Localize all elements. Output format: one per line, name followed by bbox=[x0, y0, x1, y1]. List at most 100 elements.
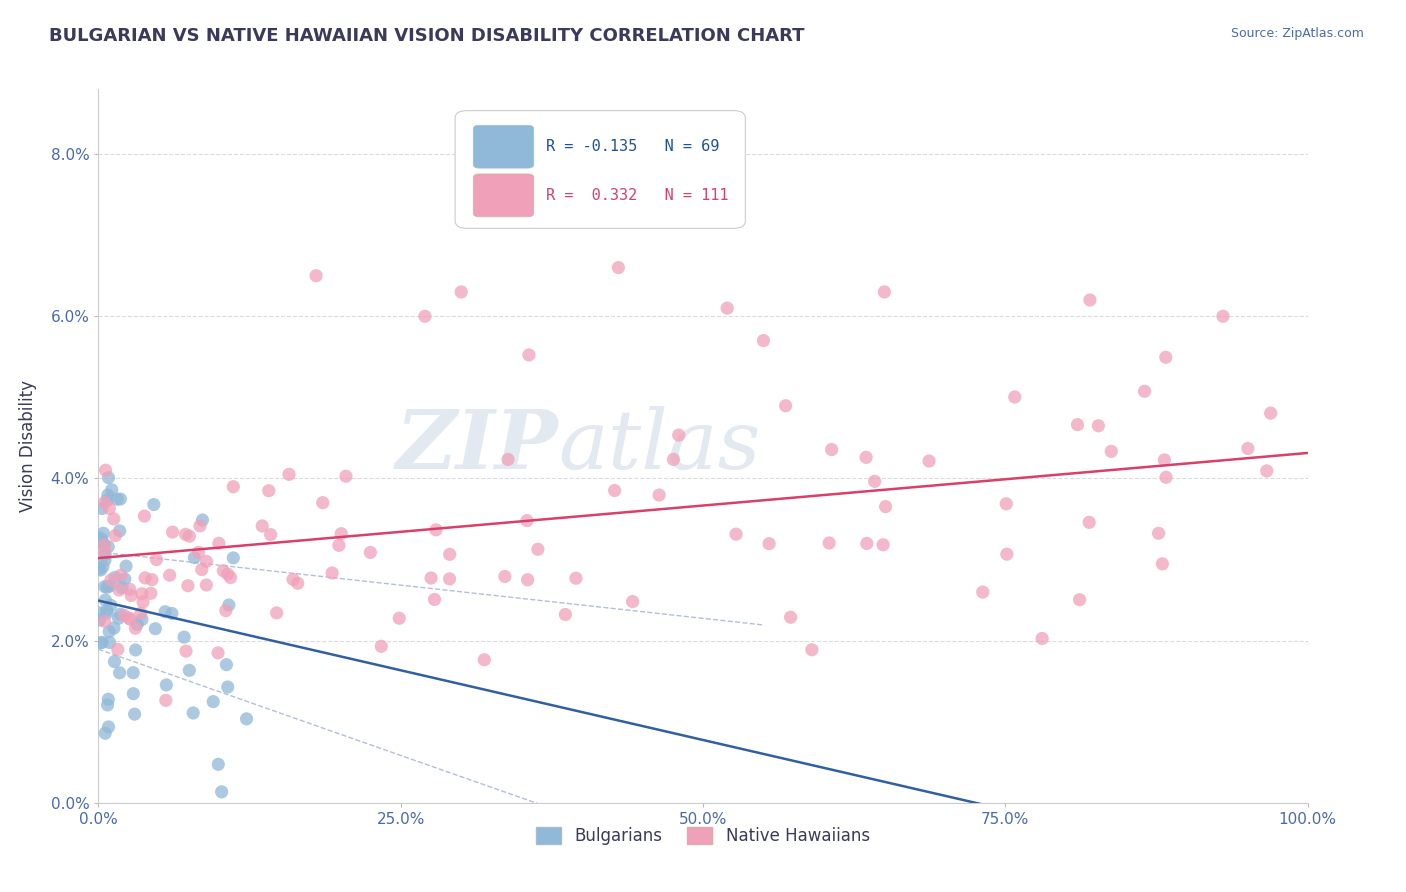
Point bbox=[1004, 390, 1026, 404]
Point bbox=[207, 757, 229, 772]
Point bbox=[820, 442, 842, 457]
Text: Source: ZipAtlas.com: Source: ZipAtlas.com bbox=[1230, 27, 1364, 40]
Point bbox=[120, 589, 142, 603]
Point bbox=[554, 607, 576, 622]
Text: R =  0.332   N = 111: R = 0.332 N = 111 bbox=[546, 188, 728, 202]
Text: BULGARIAN VS NATIVE HAWAIIAN VISION DISABILITY CORRELATION CHART: BULGARIAN VS NATIVE HAWAIIAN VISION DISA… bbox=[49, 27, 804, 45]
Point bbox=[370, 640, 392, 654]
Point bbox=[215, 604, 238, 618]
Point bbox=[516, 514, 538, 528]
Point bbox=[257, 483, 280, 498]
Text: atlas: atlas bbox=[558, 406, 761, 486]
Point bbox=[188, 519, 211, 533]
Point bbox=[423, 592, 446, 607]
Point bbox=[132, 595, 155, 609]
Point bbox=[115, 559, 138, 574]
Point bbox=[287, 576, 309, 591]
Point bbox=[162, 525, 184, 540]
Point bbox=[97, 698, 120, 712]
Point bbox=[98, 501, 121, 516]
Point bbox=[222, 550, 245, 565]
Point bbox=[1237, 442, 1260, 456]
Point bbox=[191, 513, 214, 527]
Point bbox=[252, 519, 274, 533]
Point bbox=[124, 621, 146, 635]
Point bbox=[328, 538, 350, 552]
Point bbox=[359, 545, 381, 559]
Point bbox=[90, 501, 112, 516]
Point bbox=[103, 621, 125, 635]
Point bbox=[89, 613, 111, 627]
Point bbox=[496, 452, 519, 467]
Point bbox=[96, 603, 118, 617]
Point bbox=[995, 547, 1018, 561]
Point bbox=[98, 624, 121, 639]
Point bbox=[97, 471, 120, 485]
Point bbox=[98, 635, 121, 649]
Point bbox=[872, 538, 894, 552]
Point bbox=[420, 571, 443, 585]
Point bbox=[202, 695, 225, 709]
Point bbox=[312, 496, 335, 510]
Point bbox=[104, 570, 127, 584]
Point bbox=[110, 491, 132, 506]
Point bbox=[281, 573, 304, 587]
Point bbox=[108, 582, 131, 597]
Point bbox=[1260, 406, 1282, 420]
Point bbox=[863, 475, 886, 489]
Point bbox=[1153, 453, 1175, 467]
Point bbox=[278, 467, 301, 482]
Point bbox=[195, 578, 218, 592]
Point bbox=[873, 285, 896, 299]
Point bbox=[97, 488, 120, 502]
Point bbox=[160, 607, 183, 621]
Point bbox=[181, 706, 204, 720]
Point bbox=[516, 573, 538, 587]
FancyBboxPatch shape bbox=[474, 125, 534, 168]
Point bbox=[91, 635, 114, 649]
Point bbox=[134, 571, 156, 585]
Point bbox=[1078, 293, 1101, 307]
Point bbox=[183, 550, 205, 565]
Point bbox=[1212, 310, 1234, 324]
Point bbox=[187, 545, 209, 559]
Point bbox=[108, 524, 131, 538]
Point bbox=[111, 581, 134, 595]
Point bbox=[800, 642, 823, 657]
Point bbox=[1069, 592, 1091, 607]
Legend: Bulgarians, Native Hawaiians: Bulgarians, Native Hawaiians bbox=[530, 820, 876, 852]
Point bbox=[97, 540, 120, 554]
Point bbox=[134, 509, 156, 524]
Point bbox=[110, 607, 132, 622]
Point bbox=[89, 561, 111, 575]
Point bbox=[266, 606, 288, 620]
Point bbox=[259, 527, 281, 541]
Text: R = -0.135   N = 69: R = -0.135 N = 69 bbox=[546, 139, 720, 154]
Point bbox=[122, 665, 145, 680]
Point bbox=[110, 568, 132, 582]
Point bbox=[93, 495, 115, 509]
Point bbox=[875, 500, 897, 514]
Point bbox=[439, 547, 461, 561]
Point bbox=[603, 483, 626, 498]
Point bbox=[103, 655, 125, 669]
Point bbox=[93, 526, 115, 541]
Point bbox=[621, 594, 644, 608]
Point bbox=[107, 642, 129, 657]
Point bbox=[114, 572, 136, 586]
Point bbox=[330, 526, 353, 541]
Point bbox=[118, 612, 141, 626]
Point bbox=[607, 260, 630, 275]
Point bbox=[89, 531, 111, 545]
Point bbox=[752, 334, 775, 348]
Point bbox=[94, 726, 117, 740]
Point bbox=[1066, 417, 1088, 432]
Point bbox=[89, 606, 111, 620]
Point bbox=[129, 607, 152, 621]
Point bbox=[94, 553, 117, 567]
Point bbox=[153, 605, 176, 619]
Point bbox=[425, 523, 447, 537]
Point bbox=[96, 606, 118, 620]
Point bbox=[716, 301, 738, 315]
Point bbox=[972, 585, 994, 599]
